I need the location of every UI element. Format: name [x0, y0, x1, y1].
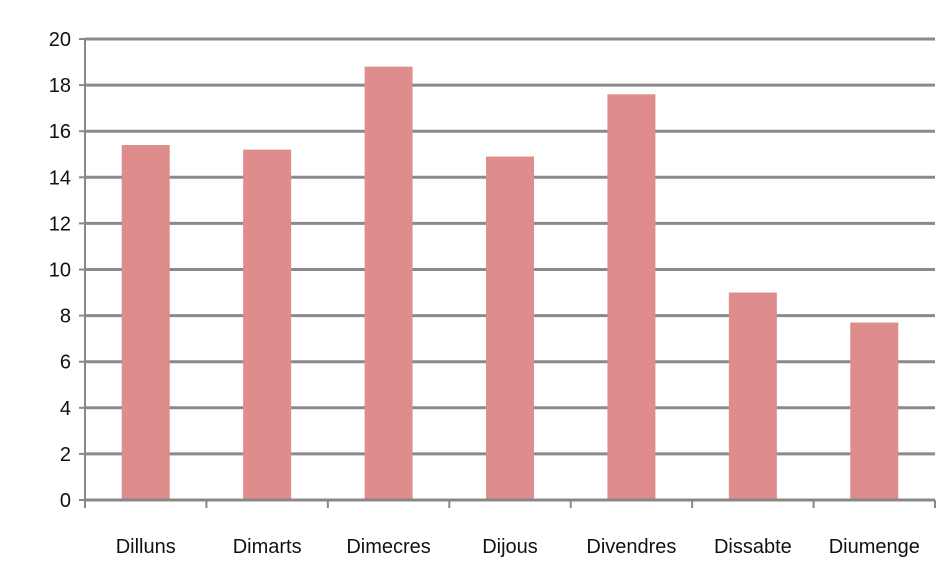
x-category-label: Dilluns — [116, 536, 176, 558]
y-tick-label: 14 — [49, 167, 71, 189]
bar-dilluns — [121, 145, 170, 500]
y-tick-label: 12 — [49, 213, 71, 235]
y-tick-label: 18 — [49, 75, 71, 97]
bars — [121, 66, 899, 500]
y-tick-label: 20 — [49, 29, 71, 51]
x-category-label: Dijous — [482, 536, 538, 558]
y-axis-tick-labels: 0 2 4 6 8 10 12 14 16 18 20 — [49, 29, 71, 512]
y-tick-label: 2 — [60, 444, 71, 466]
x-axis-category-labels: Dilluns Dimarts Dimecres Dijous Divendres Dis… — [116, 536, 920, 558]
x-category-label: Dissabte — [714, 536, 792, 558]
bar-dijous — [486, 156, 534, 500]
y-tick-label: 8 — [60, 306, 71, 328]
y-tick-label: 0 — [60, 490, 71, 512]
x-category-label: Diumenge — [829, 536, 920, 558]
y-tick-label: 10 — [49, 260, 71, 282]
axes — [79, 38, 936, 508]
y-tick-label: 6 — [60, 352, 71, 374]
bar-dimarts — [243, 149, 292, 500]
x-category-label: Dimecres — [346, 536, 430, 558]
x-category-label: Dimarts — [233, 536, 302, 558]
bar-dimecres — [364, 66, 413, 500]
y-tick-label: 4 — [60, 398, 71, 420]
y-tick-label: 16 — [49, 121, 71, 143]
x-category-label: Divendres — [586, 536, 676, 558]
bar-divendres — [607, 94, 656, 500]
bar-diumenge — [850, 322, 899, 500]
bar-dissabte — [728, 292, 777, 500]
